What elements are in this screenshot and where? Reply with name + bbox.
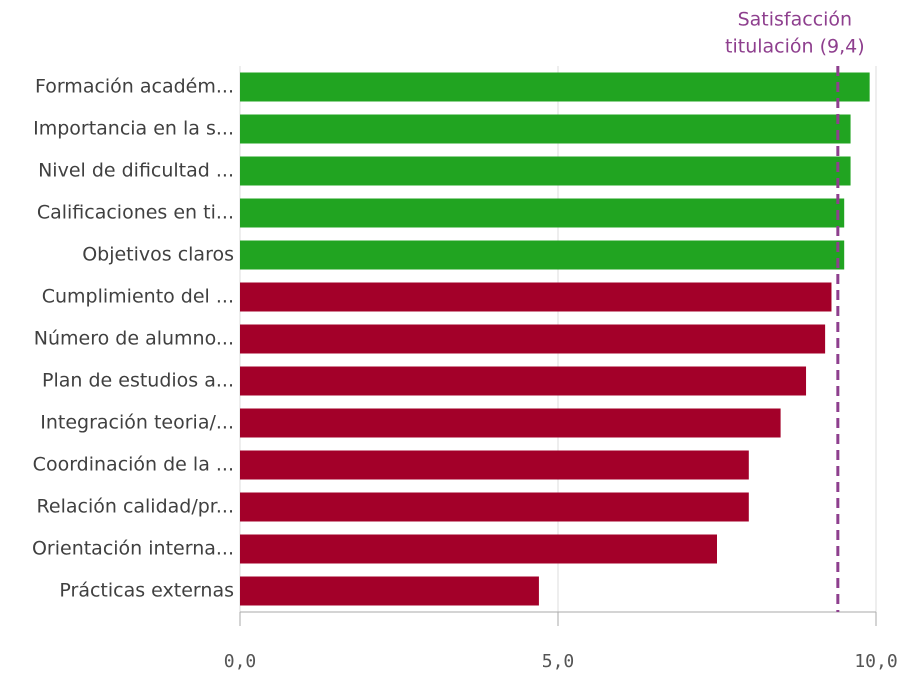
category-label: Orientación interna...	[32, 538, 234, 560]
bar	[240, 72, 870, 102]
bar	[240, 576, 539, 606]
bar	[240, 534, 717, 564]
category-label: Prácticas externas	[59, 580, 234, 602]
bar	[240, 282, 832, 312]
bar	[240, 198, 845, 228]
category-label: Integración teoria/...	[40, 412, 234, 434]
x-tick-label: 10,0	[854, 651, 897, 672]
bar	[240, 240, 845, 270]
x-tick-label: 0,0	[224, 651, 257, 672]
category-label: Nivel de dificultad ...	[38, 160, 234, 182]
reference-label: Satisfacción	[738, 9, 853, 31]
category-label: Relación calidad/pr...	[37, 496, 234, 518]
x-tick-label: 5,0	[542, 651, 575, 672]
category-label: Objetivos claros	[82, 244, 234, 266]
bar	[240, 408, 781, 438]
category-label: Número de alumno...	[34, 328, 234, 350]
bar	[240, 366, 807, 396]
category-label: Cumplimiento del ...	[42, 286, 234, 308]
bar	[240, 156, 851, 186]
category-label: Coordinación de la ...	[33, 454, 234, 476]
category-label: Importancia en la s...	[33, 118, 234, 140]
bar	[240, 324, 826, 354]
category-label: Calificaciones en ti...	[37, 202, 234, 224]
reference-label: titulación (9,4)	[725, 36, 865, 58]
bar	[240, 492, 749, 522]
category-label: Formación académ...	[35, 76, 234, 98]
category-label: Plan de estudios a...	[42, 370, 234, 392]
bar	[240, 450, 749, 480]
bar	[240, 114, 851, 144]
